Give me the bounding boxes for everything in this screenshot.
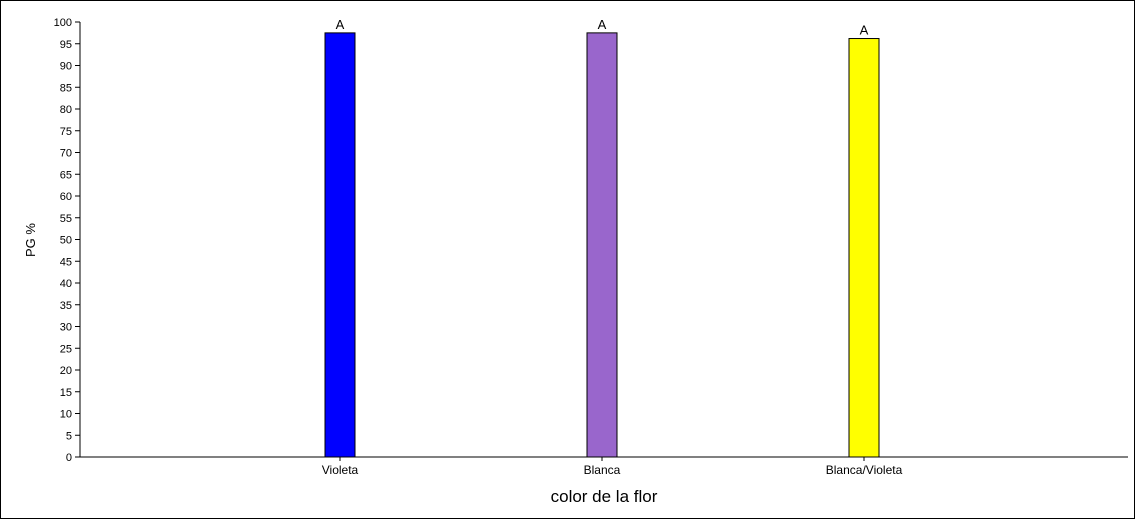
significance-label: A [336, 17, 345, 32]
y-tick-label: 10 [60, 409, 72, 421]
y-tick-label: 50 [60, 235, 72, 247]
y-tick-label: 80 [60, 104, 72, 116]
y-tick-label: 45 [60, 256, 72, 268]
significance-label: A [860, 23, 869, 38]
x-axis-label: color de la flor [551, 487, 658, 506]
y-tick-label: 15 [60, 387, 72, 399]
y-tick-label: 5 [66, 430, 72, 442]
y-tick-label: 60 [60, 191, 72, 203]
significance-label: A [598, 17, 607, 32]
x-category-label: Blanca/Violeta [826, 463, 903, 477]
x-category-label: Blanca [584, 463, 621, 477]
y-tick-label: 40 [60, 278, 72, 290]
y-tick-label: 85 [60, 82, 72, 94]
bar-blanca-violeta [848, 38, 880, 458]
y-axis-ticks: 0 5 10 15 20 25 30 35 40 45 50 55 60 65 70 75 80 85 90 95 10… [54, 17, 80, 464]
y-tick-label: 25 [60, 343, 72, 355]
y-tick-label: 65 [60, 169, 72, 181]
y-tick-label: 95 [60, 39, 72, 51]
bar-violeta [324, 32, 356, 458]
y-tick-label: 35 [60, 300, 72, 312]
x-axis-categories: Violeta Blanca Blanca/Violeta [322, 457, 903, 477]
y-tick-label: 100 [54, 17, 72, 29]
y-tick-label: 75 [60, 126, 72, 138]
y-tick-label: 55 [60, 213, 72, 225]
y-tick-label: 30 [60, 322, 72, 334]
y-tick-label: 0 [66, 452, 72, 464]
y-tick-label: 20 [60, 365, 72, 377]
bar-blanca [586, 32, 618, 458]
x-category-label: Violeta [322, 463, 359, 477]
y-axis-label: PG % [23, 223, 38, 257]
y-tick-label: 70 [60, 148, 72, 160]
y-tick-label: 90 [60, 61, 72, 73]
